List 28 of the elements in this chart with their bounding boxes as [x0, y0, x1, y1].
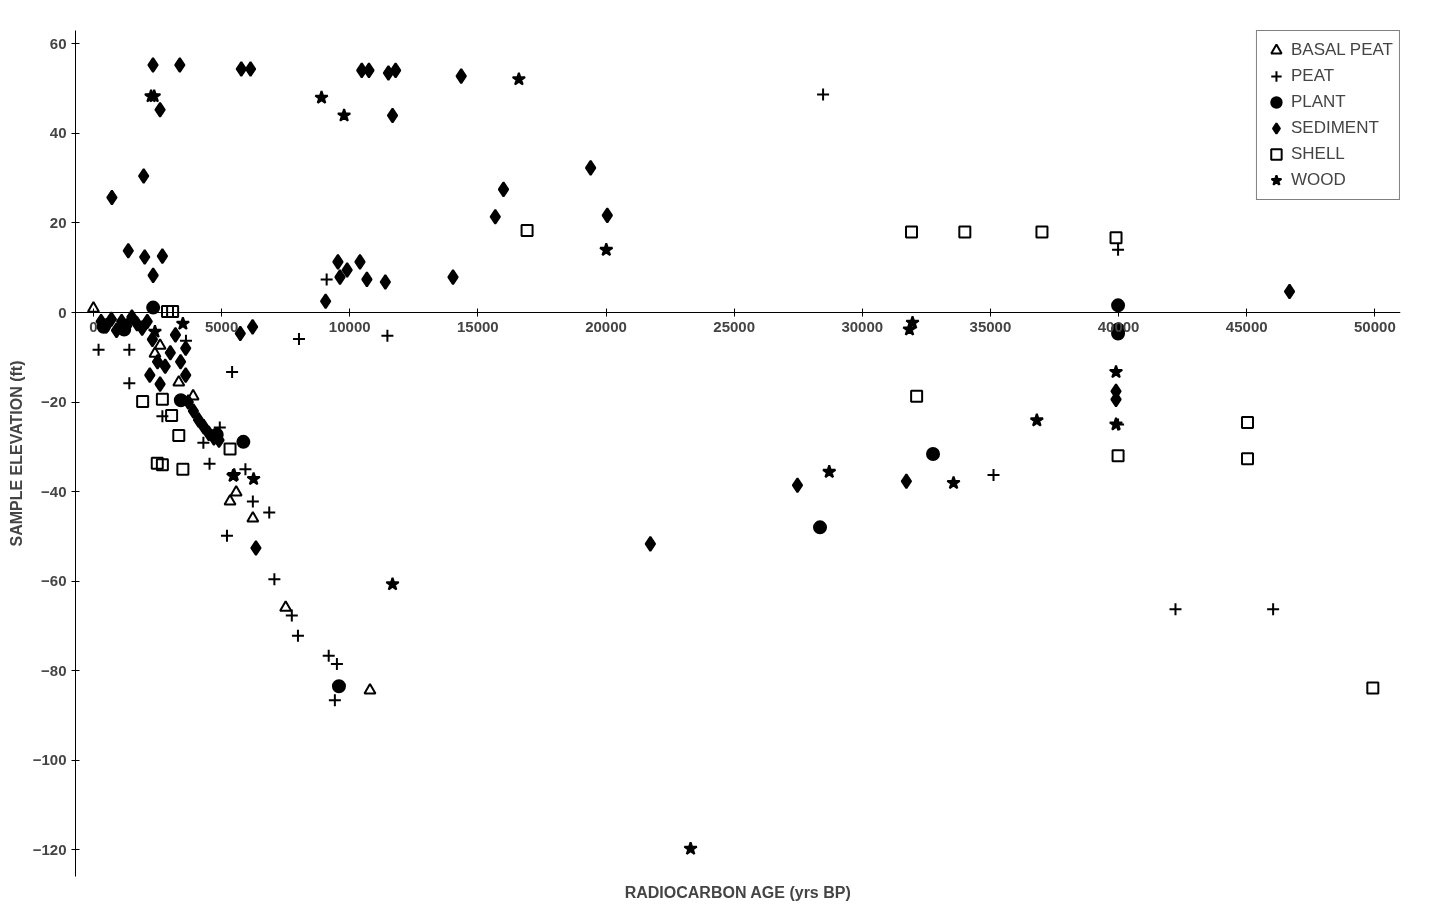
legend-label: PLANT	[1290, 92, 1346, 112]
x-tick-label: 0	[89, 317, 98, 335]
legend-label: SEDIMENT	[1290, 118, 1379, 138]
x-tick-label: 20000	[585, 317, 627, 335]
y-tick-label: −20	[41, 393, 67, 411]
y-tick-label: −100	[32, 751, 67, 769]
y-tick-label: 0	[58, 303, 67, 321]
y-axis-title: SAMPLE ELEVATION (ft)	[7, 360, 25, 547]
legend-label: SHELL	[1290, 144, 1345, 164]
y-tick-label: −80	[41, 661, 67, 679]
x-tick-label: 10000	[328, 317, 371, 335]
legend-label: PEAT	[1290, 66, 1335, 86]
legend-label: WOOD	[1290, 170, 1346, 190]
x-tick-label: 15000	[457, 317, 499, 335]
x-tick-label: 50000	[1354, 317, 1396, 335]
x-axis-title: RADIOCARBON AGE (yrs BP)	[624, 883, 851, 901]
y-tick-label: −60	[41, 572, 67, 590]
y-tick-label: 40	[49, 124, 67, 142]
x-tick-label: 30000	[841, 317, 884, 335]
y-tick-label: 20	[49, 213, 67, 231]
x-tick-label: 5000	[204, 317, 239, 335]
y-tick-label: 60	[49, 34, 67, 52]
legend-label: BASAL PEAT	[1290, 40, 1393, 60]
x-tick-label: 45000	[1225, 317, 1268, 335]
y-tick-label: −120	[32, 840, 67, 858]
x-tick-label: 25000	[713, 317, 756, 335]
y-tick-label: −40	[41, 482, 67, 500]
x-tick-label: 35000	[969, 317, 1012, 335]
